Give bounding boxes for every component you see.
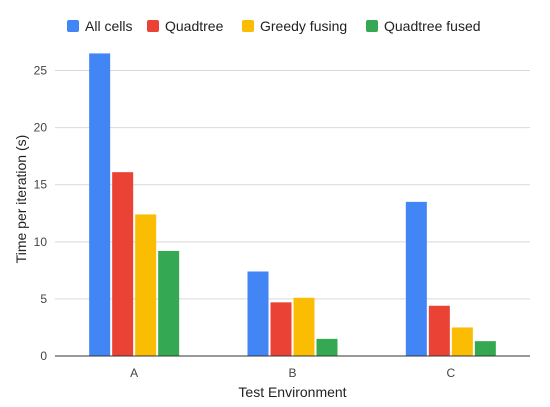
y-tick-label: 20 [34,121,48,135]
bar-quadtree-c [428,305,450,356]
legend-swatch [242,20,254,32]
bar-quadtree-fused-c [474,341,496,356]
legend-swatch [366,20,378,32]
bar-greedy-fusing-a [135,214,157,356]
bar-quadtree-fused-a [158,250,180,356]
y-tick-label: 15 [34,178,48,192]
bar-quadtree-fused-b [316,338,338,356]
bar-all-cells-b [247,271,269,356]
legend-swatch [67,20,79,32]
legend-swatch [147,20,159,32]
legend-label: All cells [85,18,132,34]
x-axis-title: Test Environment [238,384,346,400]
legend-item-quadtree: Quadtree [147,18,224,34]
y-tick-label: 0 [40,349,47,363]
legend-label: Greedy fusing [260,18,347,34]
bar-all-cells-a [89,53,111,356]
x-tick-label: A [130,366,138,380]
legend-label: Quadtree [165,18,224,34]
bar-greedy-fusing-c [451,327,473,356]
legend-item-greedy-fusing: Greedy fusing [242,18,347,34]
y-tick-label: 10 [34,235,48,249]
bars [89,53,496,356]
legend: All cells Quadtree Greedy fusing Quadtree f… [67,18,481,34]
bar-quadtree-a [112,172,134,356]
bar-quadtree-b [270,302,292,356]
y-axis-title: Time per iteration (s) [13,135,29,264]
x-tick-label: C [446,366,455,380]
legend-item-all-cells: All cells [67,18,132,34]
y-axis-ticks: 0 5 10 15 20 25 [34,64,48,363]
legend-item-quadtree-fused: Quadtree fused [366,18,481,34]
legend-label: Quadtree fused [384,18,481,34]
gridlines [55,70,530,300]
bar-all-cells-c [405,201,427,356]
y-tick-label: 25 [34,64,48,78]
x-axis-ticks: A B C [130,366,455,380]
bar-greedy-fusing-b [293,297,315,356]
y-tick-label: 5 [40,292,47,306]
x-tick-label: B [288,366,296,380]
